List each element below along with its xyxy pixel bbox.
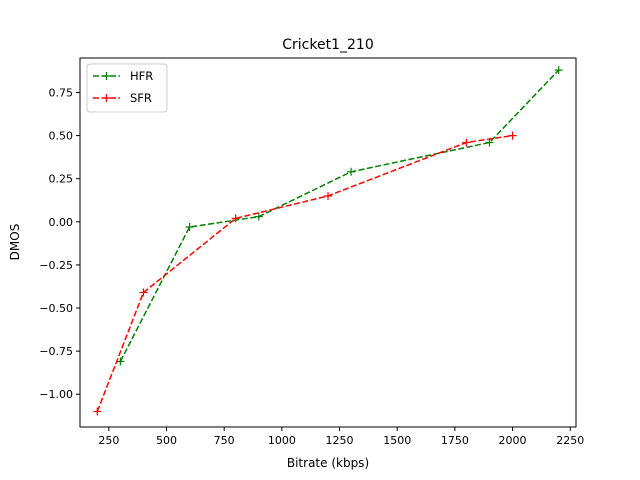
x-tick-label: 500 bbox=[156, 434, 177, 447]
x-axis-ticks: 250 500 750 1000 1250 1500 1750 2000 2250 bbox=[98, 427, 584, 447]
data-point-sfr bbox=[508, 131, 517, 140]
chart-title: Cricket1_210 bbox=[282, 37, 373, 53]
y-tick-label: 0.50 bbox=[49, 130, 74, 143]
data-point-hfr bbox=[254, 212, 263, 221]
legend: HFR SFR bbox=[86, 63, 168, 113]
y-tick-label: −0.75 bbox=[39, 345, 73, 358]
data-point-sfr bbox=[324, 191, 332, 200]
legend-label-hfr: HFR bbox=[130, 69, 153, 83]
series-line-sfr bbox=[96, 134, 513, 412]
data-point-hfr bbox=[554, 66, 563, 75]
x-tick-label: 250 bbox=[98, 434, 119, 447]
data-point-hfr bbox=[485, 138, 494, 147]
series-line-hfr bbox=[119, 69, 560, 362]
y-tick-label: −0.25 bbox=[39, 259, 73, 272]
x-tick-label: 750 bbox=[214, 434, 235, 447]
data-point-sfr bbox=[93, 407, 102, 416]
data-point-sfr bbox=[462, 138, 471, 147]
legend-box bbox=[86, 63, 168, 113]
x-tick-label: 2250 bbox=[556, 434, 584, 447]
x-tick-label: 2000 bbox=[499, 434, 527, 447]
data-point-hfr bbox=[347, 167, 356, 176]
x-tick-label: 1500 bbox=[383, 434, 411, 447]
data-point-hfr bbox=[185, 222, 194, 231]
legend-label-sfr: SFR bbox=[130, 91, 152, 105]
x-tick-label: 1750 bbox=[441, 434, 469, 447]
data-point-sfr bbox=[139, 288, 148, 297]
y-tick-label: 0.75 bbox=[49, 86, 74, 99]
y-axis-label: DMOS bbox=[8, 224, 22, 261]
plot-frame bbox=[79, 57, 577, 428]
y-tick-label: −1.00 bbox=[39, 388, 73, 401]
y-tick-label: 0.25 bbox=[49, 173, 74, 186]
y-tick-label: 0.00 bbox=[49, 216, 74, 229]
y-axis-ticks: −1.00 −0.75 −0.50 −0.25 0.00 0.25 0.50 0.75 bbox=[39, 86, 80, 401]
plot-series bbox=[93, 66, 563, 416]
x-axis-label: Bitrate (kbps) bbox=[287, 456, 369, 470]
data-point-sfr bbox=[231, 214, 240, 223]
y-tick-label: −0.50 bbox=[39, 302, 73, 315]
data-point-hfr bbox=[116, 357, 125, 366]
x-tick-label: 1000 bbox=[268, 434, 296, 447]
x-tick-label: 1250 bbox=[326, 434, 354, 447]
